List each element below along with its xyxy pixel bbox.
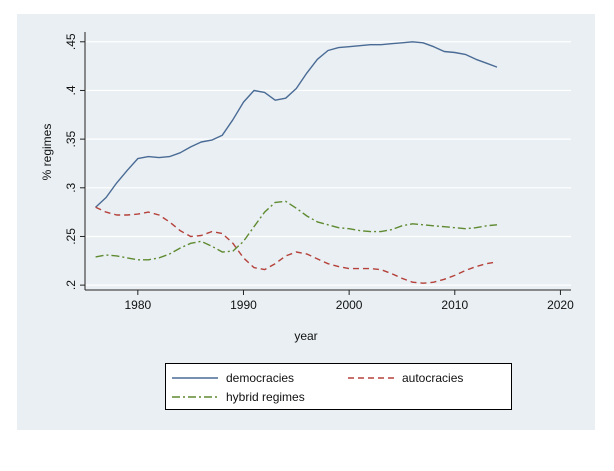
x-tick-label: 2010	[441, 298, 468, 312]
y-tick-label: .35	[64, 130, 78, 147]
legend: democracies autocracies hybrid regimes	[165, 363, 512, 410]
x-axis-title: year	[294, 329, 317, 343]
series-line-autocracies	[95, 206, 498, 284]
legend-label-autocracies: autocracies	[402, 371, 464, 385]
x-tick-label: 1980	[124, 298, 151, 312]
y-tick-label: .4	[64, 85, 78, 95]
x-tick-label: 2000	[336, 298, 363, 312]
x-tick-label: 2020	[547, 298, 574, 312]
legend-item-democracies: democracies	[172, 370, 294, 386]
legend-swatch-democracies	[172, 377, 218, 379]
legend-item-autocracies: autocracies	[348, 370, 463, 386]
y-tick-label: .25	[64, 228, 78, 245]
y-axis-title: % regimes	[40, 124, 54, 181]
line-chart: .2 .25 .3 .35 .4 .45 1980 1990 2000 2010 2020 % re…	[40, 32, 574, 343]
legend-swatch-autocracies	[348, 377, 394, 379]
axes: .2 .25 .3 .35 .4 .45 1980 1990 2000 2010 2020	[64, 32, 574, 312]
legend-label-hybrid-regimes: hybrid regimes	[226, 390, 305, 404]
series-line-democracies	[95, 41, 498, 208]
y-tick-label: .3	[64, 182, 78, 192]
chart-figure: .2 .25 .3 .35 .4 .45 1980 1990 2000 2010 2020 % re…	[17, 14, 595, 430]
legend-label-democracies: democracies	[226, 371, 295, 385]
series-line-hybrid-regimes	[95, 200, 498, 261]
legend-swatch-hybrid-regimes	[172, 396, 218, 398]
gridlines	[85, 41, 571, 286]
legend-item-hybrid-regimes: hybrid regimes	[172, 389, 305, 405]
x-tick-label: 1990	[230, 298, 257, 312]
y-tick-label: .2	[64, 280, 78, 290]
y-tick-label: .45	[64, 33, 78, 50]
series-lines	[95, 41, 498, 284]
